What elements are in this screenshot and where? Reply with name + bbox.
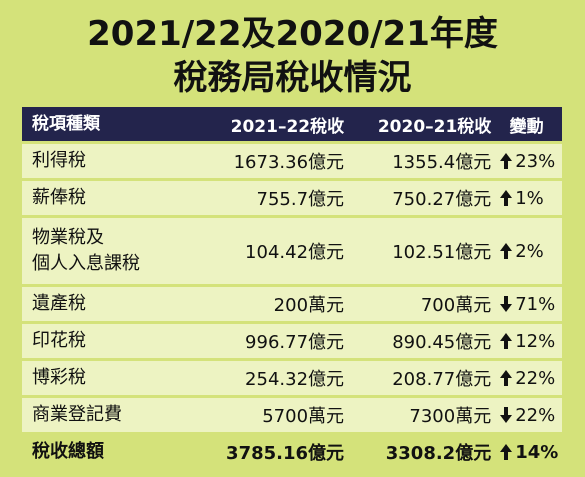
row-change: 1% xyxy=(515,187,544,209)
row-change: 2% xyxy=(515,240,544,262)
arrow-up-icon xyxy=(499,152,513,170)
table-row-total: 稅收總額 3785.16億元 3308.2億元 14% xyxy=(22,435,562,469)
table-row: 利得稅 1673.36億元 1355.4億元 23% xyxy=(22,144,562,178)
row-2122: 200萬元 xyxy=(273,295,345,316)
arrow-up-icon xyxy=(499,443,513,461)
title-line-2: 稅務局稅收情況 xyxy=(173,58,412,98)
row-change: 23% xyxy=(515,150,556,172)
row-type: 利得稅 xyxy=(32,150,86,171)
row-type: 印花稅 xyxy=(32,330,86,351)
header-2021: 2020–21稅收 xyxy=(377,116,492,137)
arrow-up-icon xyxy=(499,189,513,207)
row-2122: 755.7億元 xyxy=(256,189,345,210)
row-type-line-1: 物業稅及 xyxy=(32,227,104,248)
header-2122: 2021–22稅收 xyxy=(230,116,345,137)
row-type: 物業稅及 個人入息課稅 xyxy=(22,225,179,277)
row-2021: 1355.4億元 xyxy=(392,152,492,173)
total-type: 稅收總額 xyxy=(32,441,104,462)
title-line-1: 2021/22及2020/21年度 xyxy=(87,14,498,54)
row-change: 22% xyxy=(515,404,556,426)
arrow-down-icon xyxy=(499,406,513,424)
row-2021: 700萬元 xyxy=(420,295,492,316)
row-2122: 996.77億元 xyxy=(245,332,345,353)
arrow-up-icon xyxy=(499,369,513,387)
row-type: 博彩稅 xyxy=(32,367,86,388)
arrow-down-icon xyxy=(499,295,513,313)
total-change: 14% xyxy=(515,441,559,463)
row-2021: 7300萬元 xyxy=(409,406,492,427)
header-type: 稅項種類 xyxy=(32,114,100,134)
table-row: 印花稅 996.77億元 890.45億元 12% xyxy=(22,324,562,358)
table-row: 薪俸稅 755.7億元 750.27億元 1% xyxy=(22,181,562,215)
row-2122: 5700萬元 xyxy=(262,406,345,427)
row-type: 遺產稅 xyxy=(32,293,86,314)
row-type-line-2: 個人入息課稅 xyxy=(32,253,140,274)
table-row: 遺產稅 200萬元 700萬元 71% xyxy=(22,287,562,321)
table-row: 物業稅及 個人入息課稅 104.42億元 102.51億元 2% xyxy=(22,218,562,284)
arrow-up-icon xyxy=(499,332,513,350)
row-change: 71% xyxy=(515,293,556,315)
table-row: 商業登記費 5700萬元 7300萬元 22% xyxy=(22,398,562,432)
total-2021: 3308.2億元 xyxy=(385,443,492,464)
row-change: 12% xyxy=(515,330,556,352)
table-row: 博彩稅 254.32億元 208.77億元 22% xyxy=(22,361,562,395)
row-2122: 104.42億元 xyxy=(245,242,345,263)
row-2021: 102.51億元 xyxy=(392,242,492,263)
row-2021: 890.45億元 xyxy=(392,332,492,353)
row-2021: 208.77億元 xyxy=(392,369,492,390)
table-header: 稅項種類 2021–22稅收 2020–21稅收 變動 xyxy=(22,107,562,141)
arrow-up-icon xyxy=(499,242,513,260)
row-change: 22% xyxy=(515,367,556,389)
row-2021: 750.27億元 xyxy=(392,189,492,210)
total-2122: 3785.16億元 xyxy=(226,443,345,464)
row-type: 商業登記費 xyxy=(32,404,122,425)
row-type: 薪俸稅 xyxy=(32,187,86,208)
tax-table: 稅項種類 2021–22稅收 2020–21稅收 變動 利得稅 1673.36億… xyxy=(22,107,562,469)
header-change: 變動 xyxy=(509,116,544,137)
row-2122: 1673.36億元 xyxy=(233,152,345,173)
row-2122: 254.32億元 xyxy=(245,369,345,390)
